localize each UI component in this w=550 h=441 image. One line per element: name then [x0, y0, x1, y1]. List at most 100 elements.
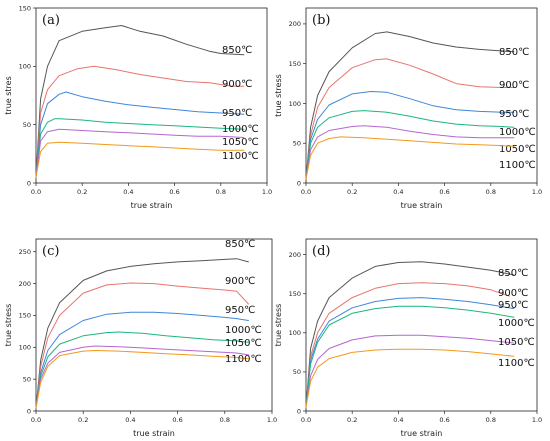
series-label: 1100℃	[498, 358, 535, 369]
y-tick-label: 100	[19, 344, 31, 352]
series-label: 950℃	[222, 108, 252, 119]
x-tick-label: 0.2	[347, 188, 357, 196]
x-tick-label: 0.4	[393, 188, 403, 196]
series-line-3	[305, 110, 515, 180]
plot-frame	[35, 238, 273, 412]
y-tick-label: 200	[289, 20, 301, 28]
x-tick-label: 0.0	[301, 188, 311, 196]
series-line-2	[305, 297, 515, 408]
y-tick-label: 200	[289, 251, 301, 259]
series-label: 1000℃	[225, 325, 262, 336]
y-tick-label: 200	[19, 280, 31, 288]
y-axis-title: true stress	[274, 74, 283, 117]
series-label: 850℃	[499, 47, 529, 58]
x-tick-label: 0.6	[169, 188, 179, 196]
series-label: 900℃	[499, 80, 529, 91]
series-label: 1050℃	[225, 338, 262, 349]
x-axis-title: true strain	[401, 201, 443, 210]
x-tick-label: 0.4	[123, 188, 133, 196]
x-tick-label: 0.6	[172, 416, 182, 424]
series-line-2	[35, 311, 249, 409]
y-axis-title: true stres	[4, 76, 13, 114]
y-tick-label: 250	[19, 248, 31, 256]
x-tick-label: 0.0	[31, 416, 41, 424]
series-label: 900℃	[225, 276, 255, 287]
series-label: 1000℃	[499, 127, 536, 138]
series-line-5	[35, 141, 245, 178]
x-axis-title: true strain	[401, 429, 443, 438]
y-tick-label: 0	[297, 179, 301, 187]
series-label: 1100℃	[225, 354, 262, 365]
series-label: 950℃	[499, 109, 529, 120]
y-tick-label: 150	[289, 60, 301, 68]
series-line-3	[35, 331, 249, 409]
x-tick-label: 0.4	[393, 416, 403, 424]
series-label: 950℃	[498, 300, 528, 311]
series-line-2	[35, 91, 245, 178]
y-tick-label: 50	[293, 140, 301, 148]
series-line-3	[35, 118, 245, 178]
series-line-0	[35, 258, 249, 409]
series-label: 1100℃	[499, 160, 536, 171]
series-label: 1050℃	[499, 144, 536, 155]
series-line-4	[305, 334, 515, 408]
series-label: 900℃	[498, 288, 528, 299]
series-label: 900℃	[222, 79, 252, 90]
series-line-1	[305, 58, 515, 180]
series-label: 850℃	[498, 268, 528, 279]
series-line-2	[305, 91, 515, 180]
series-label: 1100℃	[222, 151, 259, 162]
y-tick-label: 50	[23, 375, 31, 383]
x-tick-label: 0.8	[216, 188, 226, 196]
series-line-1	[305, 282, 510, 408]
y-tick-label: 150	[289, 290, 301, 298]
series-label: 1050℃	[222, 137, 259, 148]
x-tick-label: 1.0	[532, 416, 542, 424]
y-axis-title: true stress	[4, 304, 13, 347]
series-line-0	[305, 261, 515, 408]
x-tick-label: 0.6	[439, 188, 449, 196]
x-tick-label: 0.2	[347, 416, 357, 424]
x-tick-label: 0.6	[439, 416, 449, 424]
y-tick-label: 50	[293, 368, 301, 376]
plot-frame	[35, 7, 268, 184]
series-label: 950℃	[225, 305, 255, 316]
series-label: 1050℃	[498, 337, 535, 348]
y-tick-label: 100	[289, 100, 301, 108]
panel-label: (a)	[42, 13, 60, 28]
x-tick-label: 1.0	[262, 188, 272, 196]
x-tick-label: 0.0	[301, 416, 311, 424]
series-line-0	[305, 31, 515, 180]
y-tick-label: 100	[19, 63, 31, 71]
series-line-3	[305, 305, 515, 408]
y-tick-label: 0	[27, 179, 31, 187]
panel-label: (b)	[312, 13, 330, 28]
chart-panel-a: 0.0 0.2 0.4 0.6 0.8 1.0 0 50 100 150 true strain tr…	[4, 4, 272, 210]
x-tick-label: 1.0	[267, 416, 277, 424]
plot-frame	[305, 7, 538, 184]
y-axis-title: true stress	[274, 304, 283, 347]
x-tick-label: 0.8	[486, 188, 496, 196]
series-label: 850℃	[222, 45, 252, 56]
x-axis-title: true strain	[133, 429, 175, 438]
series-label: 850℃	[225, 239, 255, 250]
series-line-5	[305, 136, 515, 180]
x-tick-label: 0.2	[77, 188, 87, 196]
chart-panel-d: 0.0 0.2 0.4 0.6 0.8 1.0 0 50 100 150 200 true strai…	[274, 238, 542, 438]
series-label: 1000℃	[498, 318, 535, 329]
y-tick-label: 0	[27, 407, 31, 415]
x-tick-label: 0.8	[486, 416, 496, 424]
series-label: 1000℃	[222, 124, 259, 135]
y-tick-label: 150	[19, 312, 31, 320]
x-tick-label: 1.0	[532, 188, 542, 196]
panel-label: (d)	[312, 244, 330, 259]
y-tick-label: 100	[289, 329, 301, 337]
series-line-5	[35, 350, 249, 409]
series-line-0	[35, 25, 245, 178]
series-line-5	[305, 348, 515, 408]
x-tick-label: 0.0	[31, 188, 41, 196]
chart-panel-b: 0.0 0.2 0.4 0.6 0.8 1.0 0 50 100 150 200 true strai…	[274, 7, 542, 210]
x-tick-label: 0.8	[220, 416, 230, 424]
y-tick-label: 0	[297, 407, 301, 415]
